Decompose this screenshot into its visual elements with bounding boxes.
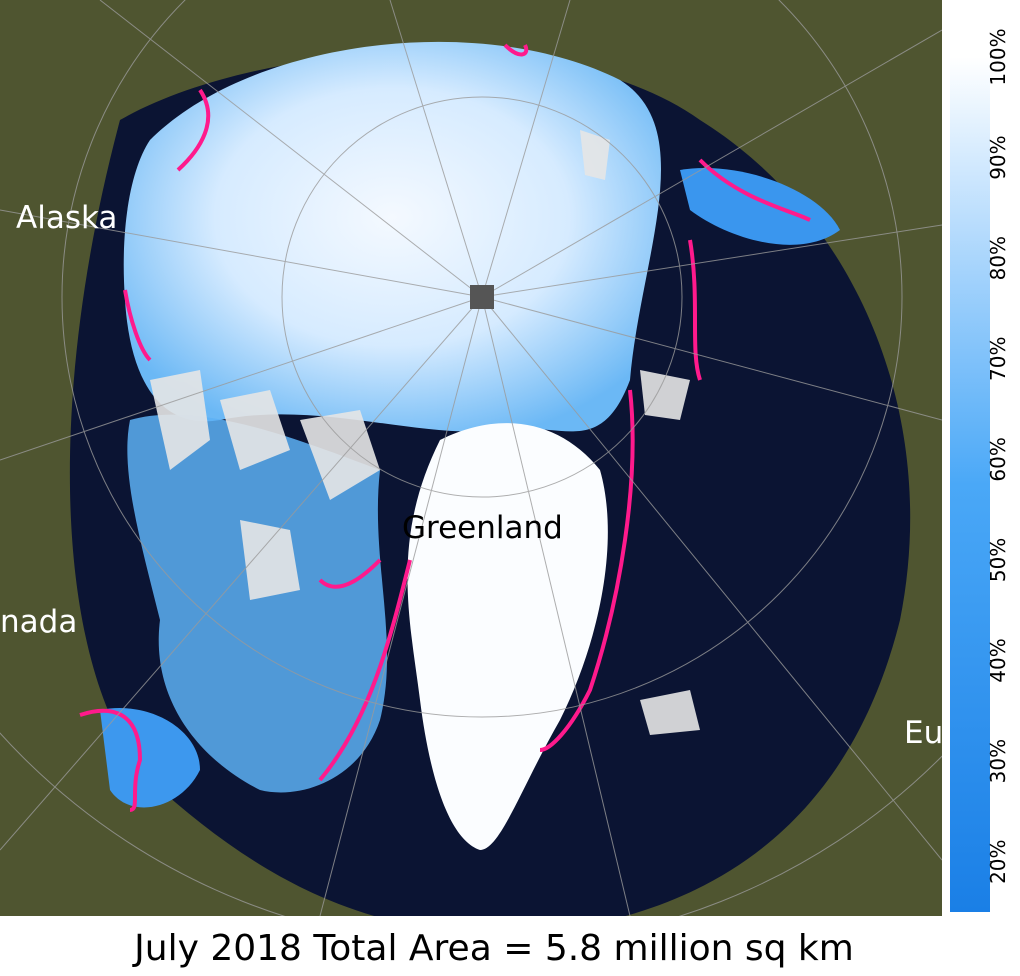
- region-label: Alaska: [16, 200, 117, 236]
- sea-ice: [123, 41, 661, 432]
- region-label: nada: [0, 604, 77, 640]
- sea-ice-kara: [680, 168, 840, 245]
- colorbar-tick-label: 20%: [986, 839, 1010, 883]
- sea-ice-hudson: [100, 708, 200, 808]
- region-label: Greenland: [402, 510, 563, 546]
- colorbar-tick-label: 40%: [986, 638, 1010, 682]
- colorbar-tick-label: 90%: [986, 135, 1010, 179]
- colorbar-tick-label: 70%: [986, 337, 1010, 381]
- colorbar-tick-label: 60%: [986, 437, 1010, 481]
- colorbar-tick-label: 30%: [986, 739, 1010, 783]
- map-title: July 2018 Total Area = 5.8 million sq km: [132, 928, 854, 969]
- colorbar-tick-label: 80%: [986, 236, 1010, 280]
- pole-hole: [470, 285, 494, 309]
- region-label: Eu: [904, 715, 943, 751]
- snow-islands: [150, 130, 700, 735]
- map: [0, 0, 942, 916]
- sea-ice-archipelago: [127, 414, 388, 793]
- greenland-ice: [407, 423, 608, 850]
- colorbar: [950, 57, 990, 912]
- median-extent-lines: [79, 43, 811, 812]
- colorbar-tick-label: 50%: [986, 538, 1010, 582]
- colorbar-tick-label: 100%: [986, 28, 1010, 85]
- graticule: [0, 0, 942, 916]
